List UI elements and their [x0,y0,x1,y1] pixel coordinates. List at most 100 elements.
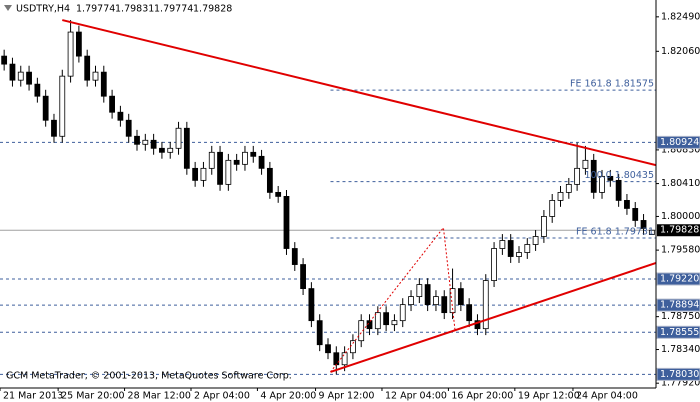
candle-body [300,264,306,289]
plot-area [0,19,656,375]
x-tick-label: 25 Mar 20:00 [61,391,124,402]
candle-body [648,229,655,235]
candle-body [167,147,174,153]
candle-body [474,320,481,330]
candle-body [84,55,91,81]
level-label: 1.79220 [660,273,699,284]
candle-body [316,320,323,346]
candle-body [51,119,57,137]
watermark: GCM MetaTrader, © 2001-2013, MetaQuotes … [6,371,292,382]
candle-body [541,216,547,237]
candle-body [557,191,564,201]
current-price-box [657,224,700,237]
x-tick-label: 2 Apr 04:00 [194,391,250,402]
candle-body [109,95,115,113]
candle-body [291,248,298,265]
fibo-label: 100.0 1.80435 [584,170,654,181]
x-tick-label: 24 Apr 04:00 [576,391,638,402]
trendline [330,261,656,373]
candle-body [350,340,356,354]
candle-body [399,304,406,322]
chart-title: USDTRY,H4 [16,4,70,15]
candle-body [266,167,273,193]
expand-icon[interactable] [4,5,12,11]
candle-body [457,288,464,306]
y-tick-label: 1.80830 [661,144,700,155]
candle-body [67,31,74,77]
level-label-box [656,298,700,312]
candle-body [308,288,315,322]
candle-body [466,304,473,322]
header-open: 1.79774 [76,4,115,15]
y-tick-label: 1.82060 [661,46,700,57]
y-tick-label: 1.77920 [661,378,700,389]
level-label: 1.80924 [660,137,699,148]
x-tick-label: 9 Apr 12:00 [319,391,375,402]
candle-body [159,147,165,153]
trendline [62,19,656,167]
candle-body [615,179,622,201]
candle-body [416,284,423,298]
candle-body [532,236,539,245]
candle-body [565,183,572,193]
candle-body [507,240,514,257]
candle-body [374,312,381,330]
candle-body [607,175,614,181]
candle-body [358,320,365,342]
y-tick-label: 1.80410 [661,178,700,189]
x-tick-label: 12 Apr 04:00 [385,391,447,402]
candle-body [100,71,107,97]
candle-body [424,284,431,306]
level-label-box [656,367,700,381]
candle-body [26,71,32,85]
level-label: 1.78555 [660,327,699,338]
candle-body [590,159,597,193]
level-label-box [656,135,700,149]
y-tick-label: 1.79580 [661,245,700,256]
candle-body [192,167,199,181]
fibo-label: FE 61.8 1.79731 [576,227,654,238]
candle-body [582,159,589,169]
candle-body [242,151,248,165]
candle-body [200,167,207,181]
candle-body [632,208,639,221]
x-tick-label: 16 Apr 20:00 [451,391,513,402]
candle-body [258,155,265,169]
candle-body [549,200,556,217]
candle-body [499,240,506,249]
candle-body [391,320,398,326]
candle-body [524,244,531,253]
fibo-label: FE 161.8 1.81575 [570,79,654,90]
candle-body [9,63,16,81]
candle-body [134,135,140,145]
candle-body [17,71,24,81]
candle-body [516,252,522,257]
x-tick-label: 21 Mar 2013 [3,391,63,402]
candle-body [142,139,149,145]
level-label: 1.78894 [660,300,699,311]
candle-body [333,352,340,366]
candle-body [92,71,99,81]
candle-body [275,191,282,197]
level-label-box [656,272,700,286]
candle-body [250,151,257,157]
candle-body [75,31,82,57]
candle-body [150,139,157,149]
candle-body [640,220,647,229]
candle-body [183,127,190,169]
y-tick-label: 1.78340 [661,344,700,355]
y-tick-label: 1.80000 [661,211,700,222]
candle-body [34,83,41,97]
x-tick-label: 4 Apr 20:00 [260,391,316,402]
current-price-label: 1.79828 [660,225,699,236]
x-tick-label: 28 Mar 12:00 [128,391,191,402]
header-close: 1.79828 [193,4,232,15]
candle-body [42,95,49,121]
candle-body [482,280,489,330]
candle-body [441,296,448,314]
candle-body [599,175,605,193]
candle-body [325,344,331,354]
dotted-projection [330,226,456,373]
candle-body [233,159,240,165]
